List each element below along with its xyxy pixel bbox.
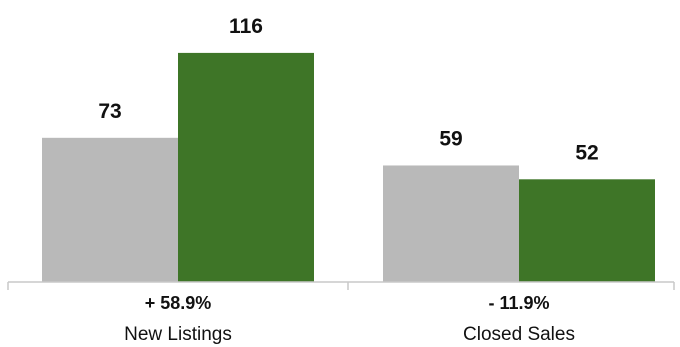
bar-0-0 bbox=[42, 137, 178, 282]
bar-0-1 bbox=[178, 52, 314, 283]
category-label-1: Closed Sales bbox=[463, 324, 575, 345]
value-label-0-0: 73 bbox=[98, 100, 121, 123]
bars-layer bbox=[42, 52, 655, 283]
change-label-1: - 11.9% bbox=[488, 293, 549, 313]
category-label-0: New Listings bbox=[124, 324, 232, 345]
bar-1-0 bbox=[383, 165, 519, 282]
value-label-1-0: 59 bbox=[439, 127, 462, 150]
change-label-0: + 58.9% bbox=[145, 293, 212, 313]
value-label-0-1: 116 bbox=[229, 15, 263, 38]
value-label-1-1: 52 bbox=[575, 141, 598, 164]
x-axis bbox=[7, 281, 675, 290]
labels-layer: 73 59 116 52 + 58.9% New Listings - 11.9% Close… bbox=[98, 15, 598, 345]
bar-1-1 bbox=[519, 179, 655, 282]
